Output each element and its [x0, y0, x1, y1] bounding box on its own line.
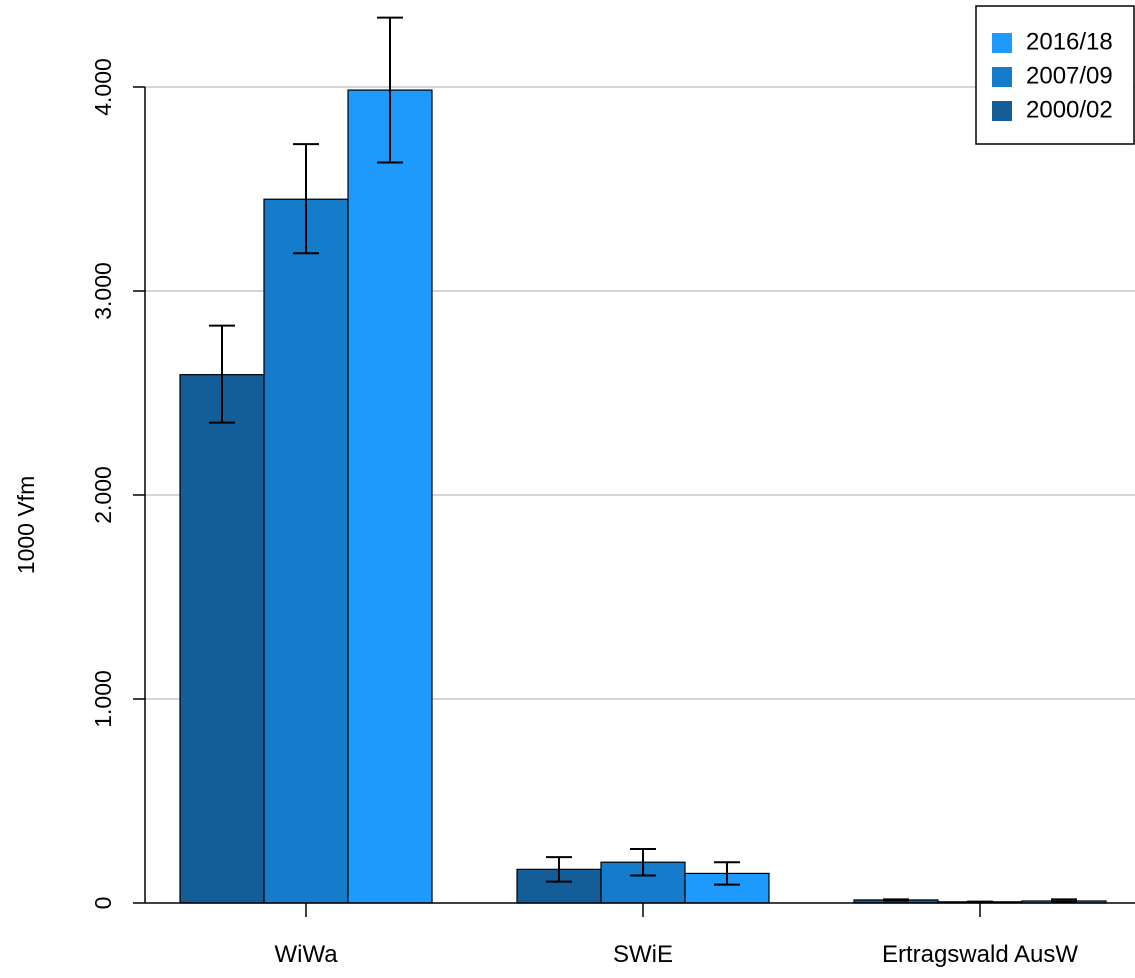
y-tick-label-3: 3.000: [90, 262, 116, 320]
legend-swatch-2007-09: [992, 67, 1012, 87]
bar-2000-02-wiwa: [179, 374, 265, 904]
bars: [179, 89, 1107, 904]
y-tick-label-0: 0: [90, 897, 116, 910]
x-tick-label-1: SWiE: [613, 941, 673, 968]
legend-swatch-2016-18: [992, 33, 1012, 53]
legend-item-2007-09: 2007/09: [992, 62, 1113, 89]
error-bar-2007-09-1: [630, 847, 656, 877]
error-bar-2016-18-2: [1051, 898, 1077, 903]
axes: 0 1.000 2.000 3.000 4.000 WiWa SWiE Ertragswald…: [90, 58, 1135, 968]
legend-item-2000-02: 2000/02: [992, 96, 1113, 123]
error-bar-2000-02-2: [883, 898, 909, 902]
y-tick-label-1: 1.000: [90, 670, 116, 728]
legend-swatch-2000-02: [992, 101, 1012, 121]
y-axis-title: 1000 Vfm: [13, 476, 39, 574]
error-bar-2000-02-0: [209, 324, 235, 424]
bar-2007-09-wiwa: [263, 198, 349, 904]
x-tick-label-2: Ertragswald AusW: [882, 941, 1078, 968]
error-bar-2000-02-1: [546, 856, 572, 883]
error-bar-2016-18-0: [377, 16, 403, 164]
x-tick-label-0: WiWa: [274, 941, 338, 968]
legend-label-2016-18: 2016/18: [1026, 28, 1113, 55]
error-bars: [209, 16, 1077, 904]
legend-label-2007-09: 2007/09: [1026, 62, 1113, 89]
error-bar-2016-18-1: [714, 861, 740, 886]
y-tick-label-4: 4.000: [90, 58, 116, 116]
error-bar-2007-09-0: [293, 143, 319, 255]
legend-item-2016-18: 2016/18: [992, 28, 1113, 55]
legend: 2016/18 2007/09 2000/02: [975, 5, 1135, 145]
y-tick-label-2: 2.000: [90, 466, 116, 524]
bar-2016-18-wiwa: [347, 89, 433, 904]
legend-label-2000-02: 2000/02: [1026, 96, 1113, 123]
